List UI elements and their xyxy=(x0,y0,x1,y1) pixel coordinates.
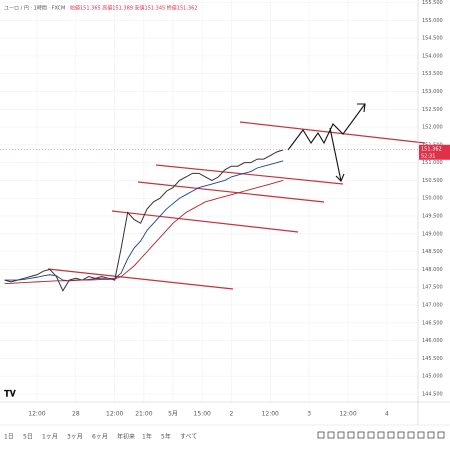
arrow-head xyxy=(335,173,345,182)
range-button[interactable]: 5年 xyxy=(161,433,171,441)
y-tick-label: 148.500 xyxy=(422,249,443,255)
y-tick-label: 149.500 xyxy=(422,214,443,220)
trend-line xyxy=(47,268,234,290)
range-button[interactable]: 1日 xyxy=(4,434,14,441)
arrow-head xyxy=(357,103,366,113)
y-tick-label: 148.000 xyxy=(422,267,443,273)
y-tick-label: 152.000 xyxy=(422,125,443,131)
forecast-path xyxy=(329,127,342,182)
x-tick-label: 12:00 xyxy=(262,411,279,418)
x-tick-label: 3 xyxy=(307,411,311,418)
trend-line xyxy=(155,164,344,185)
x-tick-label: 12:00 xyxy=(339,411,356,418)
x-tick-label: 12:00 xyxy=(28,411,45,418)
range-button[interactable]: 年初来 xyxy=(117,433,135,441)
trend-lines xyxy=(47,121,426,290)
range-button[interactable]: すべて xyxy=(180,434,197,441)
y-tick-label: 155.500 xyxy=(422,0,443,6)
y-tick-label: 147.000 xyxy=(422,303,443,309)
y-tick-label: 154.000 xyxy=(422,53,443,59)
tool-icon[interactable] xyxy=(387,431,395,439)
y-tick-label: 144.500 xyxy=(422,391,443,397)
y-tick-label: 155.000 xyxy=(422,18,443,24)
y-tick-label: 153.000 xyxy=(422,89,443,95)
logo: 𝐓𝐕 xyxy=(4,389,17,400)
y-tick-label: 145.000 xyxy=(422,374,443,380)
x-tick-label: 21:00 xyxy=(135,411,152,418)
x-tick-label: 2 xyxy=(229,411,233,418)
tool-icon[interactable] xyxy=(357,431,365,439)
y-tick-label: 151.000 xyxy=(422,160,443,166)
y-tick-label: 150.500 xyxy=(422,178,443,184)
tool-icon[interactable] xyxy=(437,431,445,439)
range-button[interactable]: 1ヶ月 xyxy=(42,434,58,441)
x-tick-label: 5月 xyxy=(168,411,178,418)
x-tick-label: 12:00 xyxy=(106,411,123,418)
x-tick-label: 4 xyxy=(385,411,389,418)
y-tick-label: 146.000 xyxy=(422,338,443,344)
last-price-label: 151.362 xyxy=(421,146,442,152)
forecast-path xyxy=(287,103,366,151)
range-button[interactable]: 6ヶ月 xyxy=(92,434,108,441)
forecast xyxy=(287,103,366,182)
y-tick-label: 153.500 xyxy=(422,71,443,77)
grid xyxy=(0,0,418,402)
range-button[interactable]: 1年 xyxy=(142,433,152,441)
last-price-tag xyxy=(419,144,450,160)
y-tick-label: 147.500 xyxy=(422,285,443,291)
drawing-tools xyxy=(317,431,445,439)
symbol: ユーロ / 円 · 1時間 · FXCM xyxy=(4,6,65,12)
tool-icon[interactable] xyxy=(417,431,425,439)
tool-icon[interactable] xyxy=(377,431,385,439)
tool-icon[interactable] xyxy=(327,431,335,439)
x-tick-label: 28 xyxy=(72,411,80,418)
y-tick-label: 149.000 xyxy=(422,231,443,237)
ohlc: 始値151.365 高値151.389 安値151.345 終値151.362 xyxy=(70,5,197,12)
tool-icon[interactable] xyxy=(337,431,345,439)
range-button[interactable]: 5日 xyxy=(23,434,33,441)
y-tick-label: 145.500 xyxy=(422,356,443,362)
y-tick-label: 154.500 xyxy=(422,36,443,42)
tool-icon[interactable] xyxy=(427,431,435,439)
x-tick-label: 15:00 xyxy=(194,411,211,418)
series-line xyxy=(4,149,284,292)
tool-icon[interactable] xyxy=(347,431,355,439)
tool-icon[interactable] xyxy=(367,431,375,439)
series-line xyxy=(4,160,284,282)
trend-line xyxy=(111,210,299,233)
y-tick-label: 150.000 xyxy=(422,196,443,202)
range-button[interactable]: 3ヶ月 xyxy=(67,434,83,441)
tool-icon[interactable] xyxy=(397,431,405,439)
tool-icon[interactable] xyxy=(407,431,415,439)
y-tick-label: 152.500 xyxy=(422,107,443,113)
trend-line xyxy=(137,181,325,203)
trend-line xyxy=(239,121,426,144)
tool-icon[interactable] xyxy=(317,431,325,439)
y-tick-label: 146.500 xyxy=(422,320,443,326)
series-line xyxy=(4,180,284,285)
countdown: 52:31 xyxy=(421,153,435,159)
